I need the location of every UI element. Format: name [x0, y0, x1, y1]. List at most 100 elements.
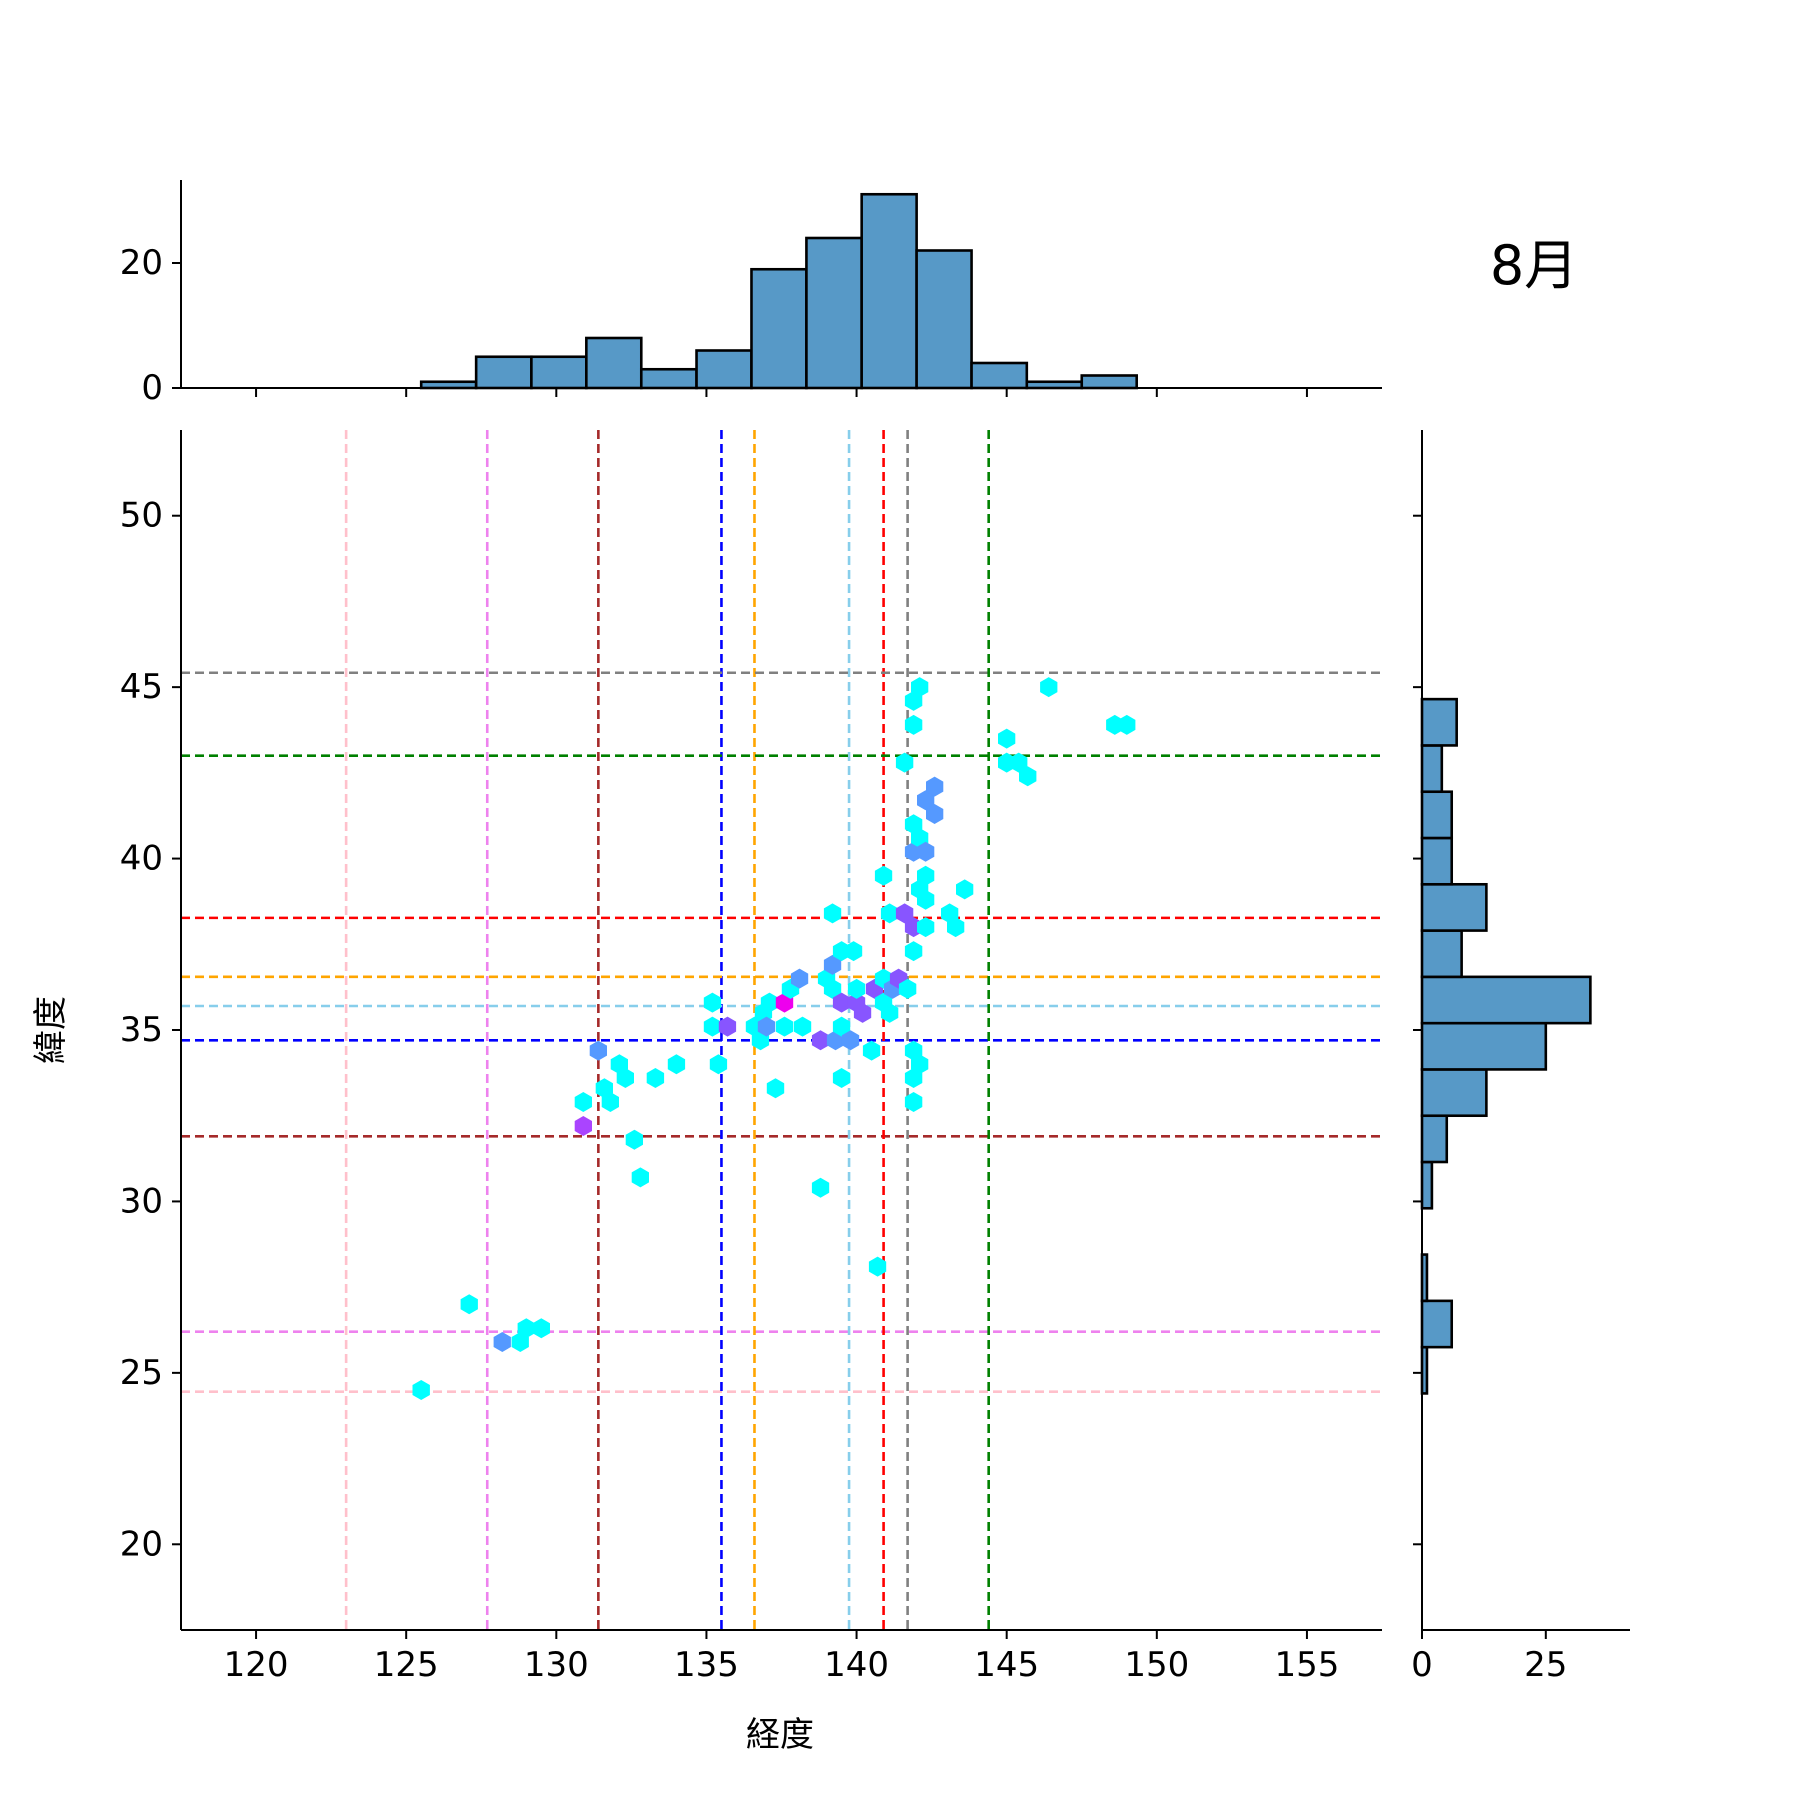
hexbin-cell: [709, 1054, 728, 1075]
hexbin-cell: [926, 776, 944, 797]
hexbin-cell: [790, 968, 809, 989]
marginal-y-histogram: 0 25: [1411, 430, 1630, 1685]
hexbin-cell: [589, 1040, 607, 1061]
y-axis-label: 緯度: [31, 996, 71, 1064]
hexbin-cell: [532, 1318, 550, 1339]
hexbin-cell: [917, 790, 935, 811]
hexbin-cell: [904, 714, 923, 735]
marginal-x-bar: [915, 249, 973, 390]
hexbin-cell: [757, 1016, 776, 1037]
hexbin-cell: [917, 841, 935, 862]
hexbin-cell: [868, 1256, 887, 1277]
hexbin-cell: [625, 1129, 643, 1150]
y-tick-label: 50: [120, 496, 163, 536]
hexbin-cell: [895, 752, 914, 773]
hexbin-cell: [703, 1016, 722, 1037]
marginal-y-bar: [1420, 697, 1458, 747]
marginal-y-bar: [1420, 1068, 1488, 1118]
marginal-y-bar: [1420, 1299, 1454, 1349]
y-tick-label: 30: [120, 1181, 163, 1221]
hexbin-cell: [760, 992, 779, 1013]
hexbin-cell: [823, 903, 842, 924]
hexbin-cell: [718, 1016, 737, 1037]
hexbin-cell: [926, 804, 944, 824]
hexbin-cell: [832, 1016, 851, 1037]
marginal-x-bar: [970, 361, 1029, 390]
hexbin-cell: [862, 1040, 881, 1061]
hexbin-cell: [793, 1016, 812, 1037]
hexbin-cell: [1010, 752, 1028, 773]
marginal-x-bar: [805, 236, 863, 390]
hexbin-cell: [904, 1092, 923, 1112]
marginal-x-histogram: 0 20: [120, 180, 1382, 408]
x-tick-label: 135: [674, 1645, 739, 1685]
hexbin-cell: [460, 1294, 478, 1315]
hexbin-cell: [853, 1002, 872, 1023]
marginal-y-bar: [1420, 1021, 1548, 1071]
marginal-y-bar: [1420, 882, 1488, 932]
hexbin-cell: [601, 1092, 619, 1112]
marginal-y-bar: [1420, 975, 1592, 1025]
hexbin-cells: [412, 677, 1136, 1400]
hexbin-cell: [823, 954, 842, 975]
marginal-y-bar: [1420, 836, 1454, 886]
marginal-y-bar: [1420, 1114, 1449, 1164]
hexbin-cell: [947, 917, 965, 938]
hexbin-cell: [811, 1030, 830, 1051]
chart-title: 8月: [1490, 234, 1578, 297]
hexbin-cell: [874, 865, 893, 886]
hexbin-cell: [895, 903, 914, 924]
hexbin-cell: [917, 917, 935, 938]
x-tick-label: 155: [1274, 1645, 1339, 1685]
x-tick-label: 145: [974, 1645, 1039, 1685]
hexbin-cell: [841, 1030, 860, 1051]
x-tick-label: 125: [374, 1645, 439, 1685]
marginal-x-bar: [530, 355, 588, 390]
marginal-y-bar: [1420, 1160, 1434, 1210]
marginal-y-count-label: 25: [1524, 1645, 1567, 1685]
hexbin-cell: [646, 1068, 665, 1088]
y-tick-label: 25: [120, 1353, 163, 1393]
marginal-y-bar: [1420, 744, 1444, 794]
x-axis-ticks: 120 125 130 135 140 145 150 155: [224, 1630, 1339, 1685]
hexbin-cell: [832, 1068, 851, 1088]
hexbin-cell: [898, 978, 917, 999]
marginal-y-ticks: 0 25: [1411, 514, 1567, 1685]
hexbin-cell: [616, 1068, 634, 1088]
y-axis-ticks: 20 25 30 35 40 45 50: [120, 496, 181, 1564]
marginal-x-count-label: 0: [141, 368, 163, 408]
hexbin-cell: [844, 941, 863, 962]
hexbin-cell: [811, 1177, 830, 1198]
marginal-x-bar: [585, 336, 643, 390]
hexbin-cell: [904, 941, 923, 962]
hexbin-cell: [956, 879, 974, 900]
reference-lines: [181, 430, 1382, 1630]
hexbin-cell: [412, 1380, 430, 1400]
hexbin-cell: [766, 1078, 785, 1099]
hexbin-cell: [917, 889, 935, 910]
hexbin-cell: [832, 992, 851, 1013]
hexbin-plot-area: 120 125 130 135 140 145 150 155 20253035404550 …: [31, 430, 1382, 1755]
y-tick-label: 20: [120, 1524, 163, 1564]
hexbin-cell: [880, 903, 899, 924]
hexbin-cell: [775, 1016, 794, 1037]
marginal-y-count-label: 0: [1411, 1645, 1433, 1685]
hexbin-cell: [847, 978, 866, 999]
hexbin-cell: [1019, 766, 1037, 787]
marginal-x-bar: [860, 192, 918, 390]
hexbin-cell: [911, 1054, 929, 1075]
x-axis-label: 経度: [746, 1715, 814, 1755]
y-tick-label: 40: [120, 839, 163, 879]
marginal-y-bars: [1420, 697, 1592, 1395]
marginal-x-ticks: 0 20: [120, 243, 1308, 408]
marginal-x-bar: [474, 355, 533, 390]
marginal-y-bar: [1420, 929, 1463, 979]
y-tick-label: 35: [120, 1010, 163, 1050]
hexbin-cell: [1118, 714, 1136, 735]
hexbin-cell: [1040, 677, 1058, 698]
hexbin-cell: [823, 978, 842, 999]
marginal-x-bar: [639, 367, 698, 390]
x-tick-label: 120: [224, 1645, 289, 1685]
hexbin-cell: [917, 865, 935, 886]
